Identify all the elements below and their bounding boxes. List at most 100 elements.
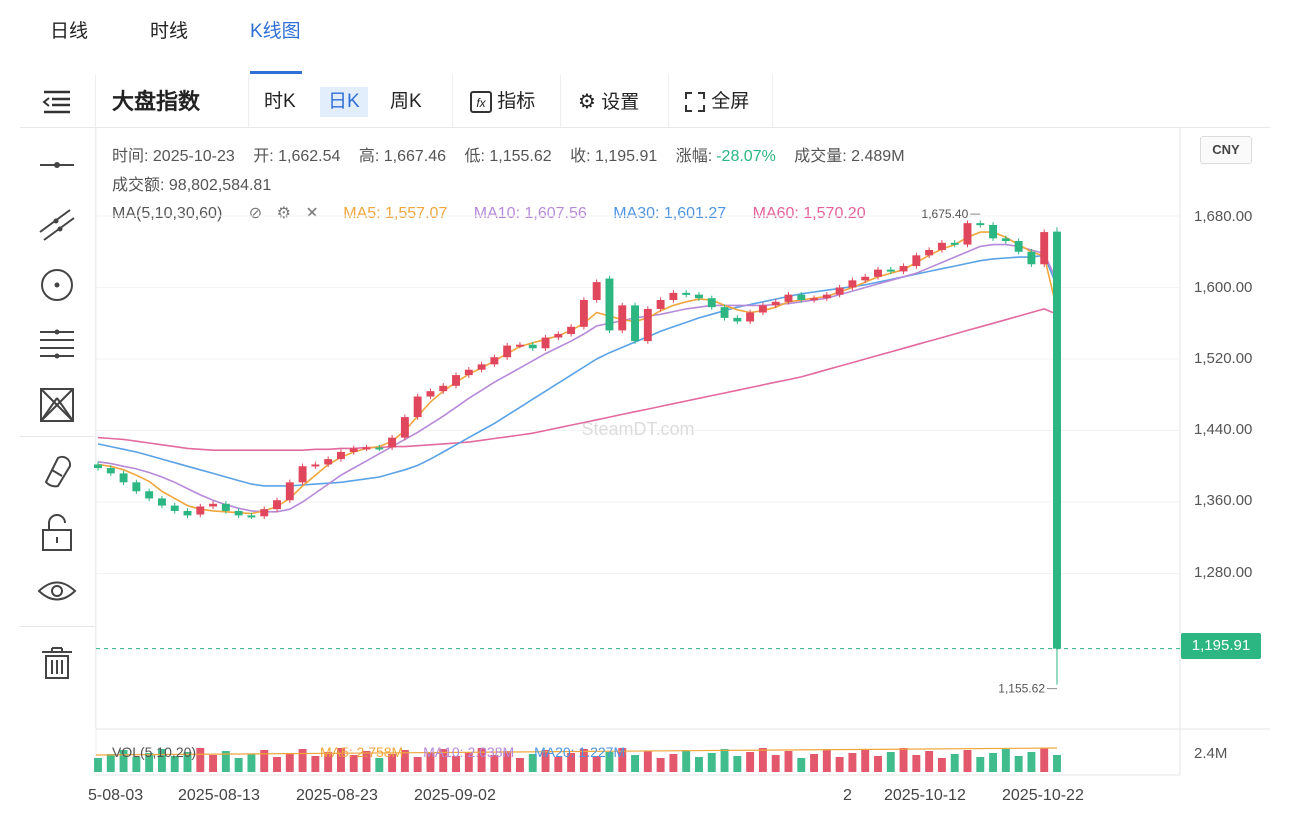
- y-tick-label: 1,280.00: [1194, 564, 1253, 581]
- x-tick-label: 2025-08-13: [178, 787, 260, 804]
- candle: [247, 515, 256, 518]
- magnet-icon[interactable]: [36, 450, 78, 492]
- toolbar-divider: [772, 75, 773, 127]
- settings-label: 设置: [601, 92, 640, 113]
- candle: [937, 242, 946, 250]
- candle: [170, 505, 179, 511]
- circle-tool-icon[interactable]: [36, 264, 78, 306]
- candle: [336, 451, 345, 460]
- candle: [656, 300, 665, 309]
- active-tab-indicator: [250, 71, 302, 74]
- eye-icon[interactable]: [36, 570, 78, 612]
- interval-week-button[interactable]: 周K: [390, 91, 422, 112]
- info-high: 高: 1,667.46: [358, 148, 447, 165]
- volume-bar: [298, 749, 307, 772]
- settings-button[interactable]: ⚙ 设置: [578, 87, 639, 117]
- trash-icon[interactable]: [36, 642, 78, 684]
- volume-bar: [554, 757, 563, 772]
- candle: [362, 447, 371, 450]
- candle: [157, 498, 166, 506]
- info-open: 开: 1,662.54: [253, 148, 341, 165]
- ma30-value: MA30: 1,601.27: [613, 205, 727, 222]
- ma5-line: [97, 231, 1058, 515]
- indicator-button[interactable]: fx 指标: [470, 87, 535, 117]
- volume-bar: [234, 758, 243, 772]
- fullscreen-button[interactable]: 全屏: [684, 87, 749, 117]
- volume-bar: [822, 750, 831, 772]
- ma30-line: [97, 254, 1058, 487]
- volume-bar: [477, 748, 486, 772]
- volume-bar: [618, 748, 627, 772]
- volume-bar: [784, 751, 793, 772]
- volume-bar: [592, 756, 601, 772]
- volume-bar: [183, 752, 192, 772]
- chart-title: 大盘指数: [112, 89, 201, 114]
- volume-bar: [439, 749, 448, 772]
- candle: [106, 468, 115, 474]
- x-tick-label: 2025-09-02: [414, 787, 496, 804]
- candle: [298, 466, 307, 483]
- tab-hourly[interactable]: 时线: [150, 21, 189, 42]
- candle: [899, 266, 908, 272]
- gear-icon: ⚙: [578, 91, 596, 113]
- x-tick-label: 2025-10-22: [1002, 787, 1084, 804]
- toolbar-divider: [95, 75, 96, 127]
- horizontal-line-icon[interactable]: [36, 144, 78, 186]
- ma-settings-icon[interactable]: ⚙: [276, 205, 291, 222]
- candle: [1001, 238, 1010, 242]
- toolbar-divider: [452, 75, 453, 127]
- toolbar-divider: [668, 75, 669, 127]
- candle: [260, 509, 269, 517]
- volume-bar: [247, 754, 256, 772]
- candle: [567, 326, 576, 334]
- candle: [541, 337, 550, 349]
- candle: [912, 255, 921, 267]
- candle: [349, 448, 358, 452]
- collapse-sidebar-icon[interactable]: [40, 87, 74, 115]
- trend-line-icon[interactable]: [36, 204, 78, 246]
- volume-bar: [285, 753, 294, 772]
- volume-bar: [989, 753, 998, 772]
- candle: [707, 298, 716, 308]
- high-marker-label: 1,675.40: [922, 207, 969, 221]
- candle: [94, 464, 102, 469]
- volume-bar: [336, 748, 345, 772]
- candle: [746, 312, 755, 322]
- info-time: 时间: 2025-10-23: [112, 148, 235, 165]
- unlock-icon[interactable]: [36, 512, 78, 554]
- candle: [234, 510, 243, 516]
- candle: [119, 473, 128, 483]
- interval-day-button[interactable]: 日K: [320, 87, 368, 117]
- volume-bar: [196, 748, 205, 772]
- tab-daily[interactable]: 日线: [50, 21, 89, 42]
- volume-bar: [273, 757, 281, 772]
- candle: [682, 292, 691, 295]
- pattern-tool-icon[interactable]: [36, 384, 78, 426]
- volume-bar: [874, 756, 882, 772]
- ohlc-info: 时间: 2025-10-23 开: 1,662.54 高: 1,667.46 低…: [112, 142, 919, 166]
- indicator-icon: fx: [470, 90, 492, 113]
- volume-bar: [1040, 748, 1049, 772]
- volume-bar: [695, 757, 703, 772]
- info-turnover: 成交额: 98,802,584.81: [112, 177, 272, 194]
- volume-bar: [733, 756, 742, 772]
- candle: [618, 305, 627, 331]
- candle: [579, 300, 588, 327]
- indicator-label: 指标: [497, 91, 536, 112]
- volume-bar: [656, 758, 665, 772]
- interval-hour-button[interactable]: 时K: [264, 91, 296, 112]
- volume-bar: [413, 757, 422, 772]
- tab-kline[interactable]: K线图: [250, 21, 301, 42]
- volume-bar: [260, 750, 269, 772]
- currency-button[interactable]: CNY: [1200, 136, 1252, 164]
- fibonacci-icon[interactable]: [36, 324, 78, 366]
- candle: [1040, 232, 1049, 265]
- close-icon[interactable]: ✕: [305, 205, 319, 222]
- hide-eye-icon[interactable]: ⊘: [248, 205, 263, 222]
- volume-bar: [963, 750, 972, 772]
- candle: [132, 482, 141, 492]
- candle: [835, 287, 844, 295]
- candle: [196, 506, 205, 515]
- turnover-info: 成交额: 98,802,584.81: [112, 171, 285, 195]
